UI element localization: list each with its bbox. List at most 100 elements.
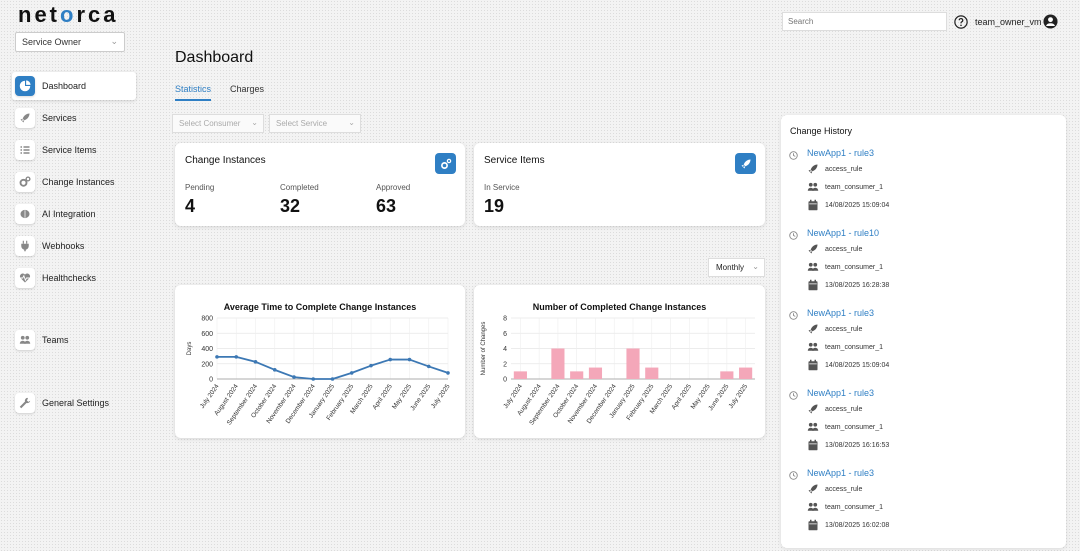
- sidebar-item-ai-integration[interactable]: AI Integration: [12, 200, 136, 228]
- history-entry-type-text: access_rule: [825, 325, 863, 333]
- bar: [570, 371, 584, 379]
- netorca-logo[interactable]: netorca: [18, 2, 119, 28]
- rocket-icon: [808, 324, 818, 334]
- rocket-icon: [808, 164, 818, 174]
- period-select-value: Monthly: [716, 263, 745, 272]
- y-tick-label: 0: [503, 377, 507, 384]
- history-entry-team-text: team_consumer_1: [825, 343, 883, 351]
- y-tick-label: 2: [503, 361, 507, 368]
- history-entry-link[interactable]: NewApp1 - rule3: [807, 148, 875, 158]
- rocket-icon: [808, 244, 818, 254]
- service-select-placeholder: Select Service: [276, 119, 328, 128]
- history-entry: NewApp1 - rule10 access_rule team_consumer…: [781, 228, 1066, 308]
- tab-charges[interactable]: Charges: [230, 84, 265, 94]
- y-tick-label: 400: [201, 346, 213, 353]
- history-entry-link[interactable]: NewApp1 - rule3: [807, 468, 875, 478]
- history-entry-type-text: access_rule: [825, 165, 863, 173]
- history-entry-date-text: 14/08/2025 15:09:04: [825, 361, 890, 369]
- y-tick-label: 0: [209, 377, 213, 384]
- stat-value-completed: 32: [280, 196, 301, 216]
- history-entry-link[interactable]: NewApp1 - rule3: [807, 308, 875, 318]
- gears-icon: [15, 172, 35, 192]
- role-select-value: Service Owner: [22, 37, 82, 47]
- sidebar-item-webhooks[interactable]: Webhooks: [12, 232, 136, 260]
- consumer-select-placeholder: Select Consumer: [179, 119, 241, 128]
- x-tick-label: July 2025: [430, 383, 452, 410]
- period-select[interactable]: Monthly ⌄: [708, 258, 765, 277]
- data-point: [253, 360, 258, 364]
- sidebar-item-dashboard[interactable]: Dashboard: [12, 72, 136, 100]
- role-select[interactable]: Service Owner ⌄: [15, 32, 125, 52]
- bar: [551, 348, 565, 379]
- calendar-icon: [808, 519, 818, 531]
- history-entry-type: access_rule: [807, 243, 862, 255]
- history-entry-date-text: 13/08/2025 16:02:08: [825, 521, 890, 529]
- bar: [720, 371, 734, 379]
- history-entry-link[interactable]: NewApp1 - rule10: [807, 228, 880, 238]
- users-icon: [807, 182, 819, 191]
- help-icon[interactable]: [954, 15, 968, 29]
- history-entry-team-text: team_consumer_1: [825, 503, 883, 511]
- heartbeat-icon: [15, 268, 35, 288]
- username[interactable]: team_owner_vm: [975, 17, 1042, 27]
- rocket-icon: [15, 108, 35, 128]
- completed-changes-chart: Number of Completed Change Instances Numb…: [481, 302, 755, 427]
- y-tick-label: 600: [201, 331, 213, 338]
- stat-label-pending: Pending: [185, 183, 215, 192]
- pie-chart-icon: [15, 76, 35, 96]
- avg-time-chart: Average Time to Complete Change Instance…: [187, 302, 452, 427]
- data-point: [349, 371, 354, 375]
- calendar-icon: [808, 359, 818, 371]
- calendar-icon: [808, 279, 818, 291]
- chevron-down-icon: ⌄: [251, 118, 258, 127]
- y-axis-label: Days: [187, 342, 193, 356]
- clock-icon: [789, 471, 798, 480]
- logo-prefix: net: [18, 2, 60, 27]
- sidebar-item-label: Change Instances: [42, 177, 115, 187]
- sidebar-item-change-instances[interactable]: Change Instances: [12, 168, 136, 196]
- rocket-icon: [808, 404, 818, 414]
- sidebar-item-label: Teams: [42, 335, 69, 345]
- history-entry-date-text: 14/08/2025 15:09:04: [825, 201, 890, 209]
- bar: [513, 371, 527, 379]
- users-icon: [807, 422, 819, 431]
- sidebar-item-teams[interactable]: Teams: [12, 326, 136, 354]
- sidebar-item-service-items[interactable]: Service Items: [12, 136, 136, 164]
- sidebar-item-general-settings[interactable]: General Settings: [12, 389, 136, 417]
- user-avatar-icon[interactable]: [1043, 14, 1058, 29]
- x-tick-label: July 2025: [728, 383, 750, 410]
- sidebar-item-label: Service Items: [42, 145, 97, 155]
- tab-bar: Statistics Charges: [175, 84, 283, 101]
- history-entry: NewApp1 - rule3 access_rule team_consumer_…: [781, 388, 1066, 468]
- history-entry-team-text: team_consumer_1: [825, 183, 883, 191]
- service-select[interactable]: Select Service ⌄: [269, 114, 361, 133]
- history-title: Change History: [790, 126, 853, 136]
- search-input[interactable]: [782, 12, 947, 31]
- history-entry-date: 14/08/2025 15:09:04: [807, 359, 889, 371]
- users-icon: [807, 342, 819, 351]
- data-point: [272, 368, 277, 372]
- clock-icon: [789, 311, 798, 320]
- data-point: [311, 377, 316, 381]
- change-instances-card: Change Instances Pending 4 Completed 32 …: [175, 143, 465, 226]
- history-entry-type-text: access_rule: [825, 485, 863, 493]
- bar: [739, 367, 753, 379]
- rocket-icon: [735, 153, 756, 174]
- history-entry-date: 14/08/2025 15:09:04: [807, 199, 889, 211]
- sidebar-item-healthchecks[interactable]: Healthchecks: [12, 264, 136, 292]
- bar: [626, 348, 640, 379]
- users-icon: [807, 262, 819, 271]
- data-point: [369, 363, 373, 368]
- y-axis-label: Number of Changes: [481, 322, 487, 376]
- history-entry-link[interactable]: NewApp1 - rule3: [807, 388, 875, 398]
- sidebar-item-label: Dashboard: [42, 81, 87, 91]
- sidebar-item-label: Healthchecks: [42, 273, 97, 283]
- y-tick-label: 800: [201, 316, 213, 323]
- tab-statistics[interactable]: Statistics: [175, 84, 212, 101]
- history-entry-type: access_rule: [807, 163, 862, 175]
- sidebar-item-services[interactable]: Services: [12, 104, 136, 132]
- consumer-select[interactable]: Select Consumer ⌄: [172, 114, 264, 133]
- history-entry-type: access_rule: [807, 403, 862, 415]
- data-point: [330, 377, 335, 381]
- data-point: [446, 371, 450, 375]
